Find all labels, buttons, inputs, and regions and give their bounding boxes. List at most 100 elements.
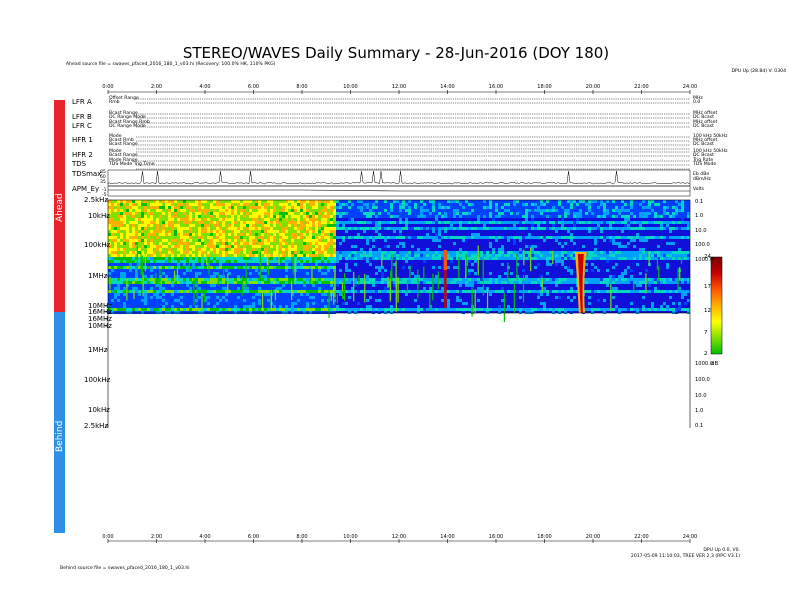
- spectrogram-cell: [150, 227, 153, 230]
- spectrogram-cell: [123, 299, 126, 302]
- spectrogram-cell: [204, 299, 207, 302]
- spectrogram-cell: [309, 254, 312, 257]
- spectrogram-cell: [282, 230, 285, 233]
- spectrogram-cell: [555, 203, 558, 206]
- spectrogram-cell: [153, 308, 156, 311]
- spectrogram-cell: [258, 269, 261, 272]
- spectrogram-cell: [609, 209, 612, 212]
- spectrogram-cell: [582, 215, 585, 218]
- spectrogram-cell: [417, 203, 420, 206]
- spectrogram-cell: [441, 221, 444, 224]
- spectrogram-cell: [156, 203, 159, 206]
- spectrogram-cell: [174, 284, 177, 287]
- spectrogram-cell: [402, 215, 405, 218]
- spectrogram-cell: [135, 236, 138, 239]
- spectrogram-cell: [426, 308, 429, 311]
- spectrogram-cell: [609, 239, 612, 242]
- spectrogram-cell: [510, 209, 513, 212]
- spectrogram-cell: [369, 200, 372, 203]
- spectrogram-cell: [210, 236, 213, 239]
- spectrogram-cell: [273, 257, 276, 260]
- spectrogram-cell: [183, 299, 186, 302]
- spectrogram-cell: [603, 254, 606, 257]
- spectrogram-cell: [405, 218, 408, 221]
- spectrogram-cell: [492, 257, 495, 260]
- spectrogram-cell: [450, 257, 453, 260]
- spectrogram-cell: [255, 206, 258, 209]
- spectrogram-cell: [282, 290, 285, 293]
- spectrogram-cell: [156, 278, 159, 281]
- spectrogram-cell: [117, 227, 120, 230]
- spectrogram-cell: [174, 263, 177, 266]
- spectrogram-cell: [183, 233, 186, 236]
- spectrogram-cell: [276, 227, 279, 230]
- spectrogram-cell: [153, 221, 156, 224]
- spectrogram-cell: [204, 248, 207, 251]
- spectrogram-cell: [261, 257, 264, 260]
- spectrogram-cell: [150, 278, 153, 281]
- spectrogram-cell: [156, 218, 159, 221]
- spectrogram-cell: [168, 275, 171, 278]
- spectrogram-cell: [348, 269, 351, 272]
- spectrogram-cell: [462, 221, 465, 224]
- spectrogram-cell: [267, 230, 270, 233]
- spectrogram-cell: [195, 269, 198, 272]
- spectrogram-cell: [252, 311, 255, 314]
- spectrogram-cell: [501, 248, 504, 251]
- spectrogram-cell: [507, 203, 510, 206]
- spectrogram-cell: [441, 290, 444, 293]
- spectrogram-cell: [483, 209, 486, 212]
- spectrogram-cell: [228, 293, 231, 296]
- spectrogram-cell: [651, 206, 654, 209]
- spectrogram-cell: [258, 242, 261, 245]
- spectrogram-cell: [369, 290, 372, 293]
- spectrogram-cell: [249, 227, 252, 230]
- spectrogram-cell: [243, 257, 246, 260]
- spectrogram-cell: [552, 215, 555, 218]
- spectrogram-cell: [222, 233, 225, 236]
- spectrogram-cell: [507, 290, 510, 293]
- spectrogram-cell: [558, 296, 561, 299]
- spectrogram-cell: [573, 281, 576, 284]
- spectrogram-cell: [654, 212, 657, 215]
- spectrogram-cell: [237, 296, 240, 299]
- spectrogram-cell: [243, 254, 246, 257]
- spectrogram-cell: [111, 275, 114, 278]
- spectrogram-cell: [189, 245, 192, 248]
- spectrogram-cell: [471, 203, 474, 206]
- spectrogram-cell: [237, 248, 240, 251]
- spectrogram-cell: [303, 212, 306, 215]
- spectrogram-cell: [156, 308, 159, 311]
- spectrogram-cell: [414, 227, 417, 230]
- spectrogram-cell: [447, 254, 450, 257]
- spectrogram-cell: [123, 308, 126, 311]
- spectrogram-cell: [537, 308, 540, 311]
- spectrogram-cell: [303, 206, 306, 209]
- spectrogram-cell: [531, 209, 534, 212]
- spectrogram-cell: [123, 230, 126, 233]
- spectrogram-cell: [648, 290, 651, 293]
- spectrogram-cell: [129, 239, 132, 242]
- spectrogram-cell: [480, 251, 483, 254]
- spectrogram-cell: [216, 308, 219, 311]
- spectrogram-cell: [237, 263, 240, 266]
- spectrogram-cell: [651, 212, 654, 215]
- spectrogram-cell: [153, 257, 156, 260]
- spectrogram-cell: [405, 212, 408, 215]
- spectrogram-cell: [321, 290, 324, 293]
- spectrogram-cell: [165, 212, 168, 215]
- spectrogram-cell: [408, 209, 411, 212]
- spectrogram-cell: [528, 215, 531, 218]
- spectrogram-cell: [162, 272, 165, 275]
- spectrogram-cell: [216, 218, 219, 221]
- spectrogram-cell: [111, 287, 114, 290]
- spectrogram-cell: [468, 212, 471, 215]
- spectrogram-cell: [630, 206, 633, 209]
- spectrogram-cell: [222, 308, 225, 311]
- spectrogram-cell: [402, 206, 405, 209]
- spectrogram-cell: [465, 308, 468, 311]
- spectrogram-cell: [180, 308, 183, 311]
- spectrogram-cell: [156, 263, 159, 266]
- spectrogram-cell: [282, 305, 285, 308]
- spectrogram-cell: [288, 290, 291, 293]
